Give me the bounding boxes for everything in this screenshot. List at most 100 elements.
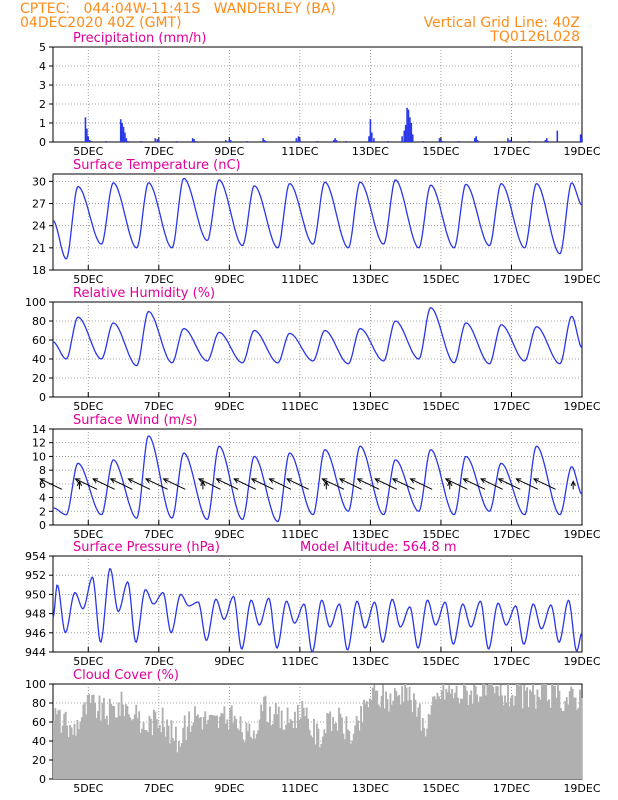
cloud-bar [321, 736, 324, 779]
wind-arrow-head [268, 478, 275, 484]
precip-xtick-label: 13DEC [352, 145, 389, 158]
temp-ytick-label: 30 [32, 175, 46, 188]
cloud-bar [452, 698, 455, 779]
cloud-bar [226, 719, 229, 779]
cloud-bar [314, 744, 317, 779]
wind-arrow [39, 478, 63, 490]
precip-ytick-label: 3 [39, 79, 46, 92]
cloud-xtick-label: 19DEC [563, 782, 600, 795]
wind-arrow-head [92, 478, 99, 484]
precip-bar [422, 141, 425, 142]
cloud-bar [155, 719, 158, 779]
cloud-bar [527, 707, 530, 779]
precip-bar [407, 109, 410, 142]
cloud-bar [295, 728, 298, 779]
cloud-xtick-label: 13DEC [352, 782, 389, 795]
cloud-bar [298, 719, 301, 779]
cloud-bar [343, 739, 346, 779]
cloud-bar [471, 703, 474, 779]
cloud-bar [123, 716, 126, 779]
cloud-bar [236, 728, 239, 779]
cloud-bar [349, 743, 352, 779]
wind-arrow-head [250, 478, 257, 484]
rh-xtick-label: 15DEC [422, 400, 459, 413]
cloud-bar [374, 690, 377, 779]
cloud-bar [117, 702, 120, 779]
cloud-bar [432, 696, 434, 779]
wind-arrow [269, 478, 292, 490]
cloud-bar [174, 726, 177, 779]
cloud-bar [565, 697, 568, 779]
cloud-bar [333, 723, 336, 779]
cloud-bar [399, 704, 402, 779]
precip-bar [440, 140, 442, 142]
cloud-bar [70, 727, 73, 779]
cloud-bar [245, 722, 248, 779]
cloud-bar [521, 708, 524, 779]
cloud-bar [571, 688, 574, 779]
cloud-bar [449, 693, 452, 779]
wind-arrow-head [109, 478, 116, 484]
cloud-bar [323, 729, 326, 779]
precip-bar [124, 132, 126, 142]
precip-bar [473, 138, 476, 142]
cloud-bar [518, 686, 521, 779]
wind-ytick-label: 6 [39, 478, 46, 491]
precip-bar [334, 138, 336, 142]
cloud-bar [464, 686, 467, 779]
cloud-bar [389, 693, 392, 779]
cloud-bar [474, 686, 477, 779]
cloud-bar [499, 684, 502, 779]
cloud-bar [304, 716, 307, 779]
cloud-bar [108, 698, 111, 779]
pres-xtick-label: 17DEC [493, 655, 530, 668]
cloud-xtick-label: 15DEC [422, 782, 459, 795]
wind-arrow [339, 478, 362, 490]
wind-ytick-label: 10 [32, 450, 46, 463]
cloud-bar [363, 699, 365, 779]
cloud-bar [579, 689, 581, 779]
cloud-bar [348, 730, 351, 779]
wind-arrow [92, 478, 115, 490]
cloud-bar [507, 684, 509, 779]
cloud-bar [83, 702, 86, 779]
cloud-bar [430, 705, 433, 779]
cloud-bar [351, 740, 354, 779]
cloud-bar [414, 699, 417, 779]
cloud-bar [458, 703, 461, 779]
precip-bar [140, 141, 142, 142]
cloud-bar [139, 732, 142, 779]
cloud-bar [164, 736, 167, 779]
precip-bar [119, 119, 122, 142]
cloud-bar [195, 715, 198, 779]
precip-bar [403, 130, 406, 142]
cloud-bar [426, 728, 429, 779]
cloud-bar [186, 726, 189, 779]
pres-xtick-label: 5DEC [73, 655, 103, 668]
precip-bar [229, 140, 232, 142]
cloud-bar [182, 727, 185, 779]
precip-bar [158, 140, 160, 142]
rh-ytick-label: 20 [32, 372, 46, 385]
cloud-bar [554, 685, 556, 779]
precip-bar [510, 141, 513, 142]
wind-arrow-head [127, 478, 134, 484]
precip-bar [263, 140, 266, 142]
pres-xtick-label: 11DEC [281, 655, 318, 668]
cloud-bar [110, 703, 113, 779]
cloud-bar [283, 729, 286, 779]
header-line2-left: 04DEC2020 40Z (GMT) [20, 15, 182, 31]
cloud-ytick-label: 40 [32, 735, 46, 748]
precip-xtick-label: 7DEC [144, 145, 174, 158]
wind-frame [52, 428, 583, 526]
cloud-bar [534, 708, 537, 779]
cloud-bar [407, 700, 410, 779]
cloud-bar [433, 696, 436, 779]
cloud-bar [423, 728, 426, 779]
cloud-bar [440, 690, 443, 779]
cloud-bar [548, 699, 551, 779]
cloud-bar [542, 684, 545, 779]
cloud-bar [244, 742, 246, 779]
cloud-bar [98, 695, 101, 779]
cloud-bar [183, 715, 186, 779]
